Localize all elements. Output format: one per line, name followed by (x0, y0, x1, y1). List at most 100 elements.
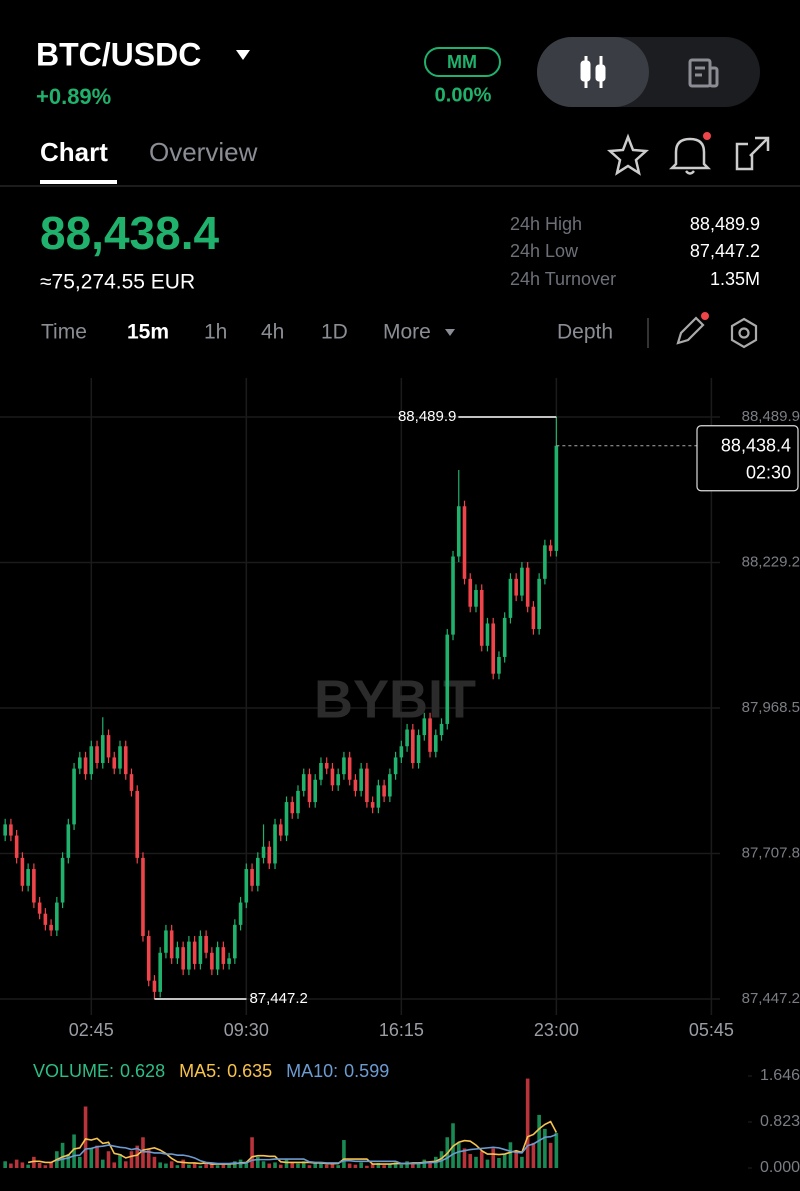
candle-body (548, 545, 553, 551)
volume-bar (261, 1161, 266, 1168)
candle-body (233, 924, 237, 959)
candle-body (485, 623, 490, 646)
volume-bar (474, 1156, 478, 1168)
candle-body (290, 802, 295, 814)
interval-active[interactable]: 15m (127, 321, 169, 344)
candle-body (55, 902, 59, 931)
candle-body (210, 952, 214, 970)
volume-bar (244, 1162, 249, 1168)
depth[interactable]: Depth (557, 321, 613, 344)
volume-bar (118, 1154, 122, 1168)
interval[interactable]: 1h (204, 321, 227, 344)
volume-bar (49, 1161, 53, 1168)
y-tick-label: 0.000 (760, 1159, 800, 1176)
candle-body (531, 606, 536, 630)
y-tick-label: 88,489.9 (742, 408, 800, 425)
candle-body (474, 589, 478, 607)
volume-bar (14, 1159, 19, 1168)
toggle-active[interactable] (537, 37, 649, 107)
candle-body (238, 902, 243, 925)
bell-icon[interactable] (668, 137, 712, 175)
volume-bar (158, 1162, 162, 1168)
candle-body (324, 763, 329, 769)
candle-body (537, 578, 541, 630)
interval[interactable]: 4h (261, 321, 284, 344)
candle-body (60, 857, 65, 903)
candle-icon (580, 56, 606, 88)
y-tick-label: 87,707.8 (742, 845, 800, 862)
candle-body (514, 578, 518, 596)
ma-line (27, 1120, 558, 1165)
mm-label[interactable]: MM (447, 52, 477, 72)
tab-chart[interactable]: Chart (40, 137, 108, 167)
candle-body (497, 656, 501, 674)
draw-icon[interactable] (676, 316, 705, 345)
volume-bar (347, 1163, 352, 1168)
chart-area[interactable]: 88,489.9 88,229.2 87,968.5 87,707.8 87,447.2… (0, 378, 800, 1176)
interval[interactable]: 1D (321, 321, 348, 344)
watermark: BYBIT (314, 669, 476, 729)
volume-bar (485, 1159, 490, 1168)
candle-body (359, 768, 363, 791)
volume-bar (313, 1162, 318, 1168)
low-label: 87,447.2 (249, 990, 307, 1007)
mm-pill[interactable] (424, 47, 501, 77)
y-tick-label: 87,968.5 (742, 699, 800, 716)
candle-body (146, 936, 151, 981)
x-tick-label: 05:45 (689, 1020, 734, 1040)
volume-bar (210, 1164, 214, 1168)
volume-bar (393, 1162, 398, 1168)
volume-bar (548, 1142, 553, 1168)
volume-bar (20, 1162, 25, 1168)
interval[interactable]: Time (41, 321, 87, 344)
interval-more[interactable]: More (383, 321, 431, 344)
volume-bar (152, 1156, 157, 1168)
volume-bar (353, 1164, 358, 1168)
pair-caret[interactable] (236, 50, 250, 60)
settings-icon[interactable] (730, 317, 758, 349)
x-tick-label: 16:15 (379, 1020, 424, 1040)
tab-overview[interactable]: Overview (149, 137, 258, 167)
candle-body (204, 936, 208, 953)
candle-body (20, 857, 25, 886)
volume-bar (284, 1159, 289, 1168)
volume-bar (428, 1162, 432, 1168)
y-tick-label: 87,447.2 (742, 990, 800, 1007)
candle-body (250, 869, 254, 886)
candle-body (164, 930, 168, 953)
candle-body (525, 567, 530, 607)
candle-body (336, 774, 340, 786)
doc-icon[interactable] (688, 58, 719, 88)
candle-body (319, 763, 323, 780)
volume-bar (307, 1165, 312, 1168)
share-icon[interactable] (735, 136, 770, 171)
volume-bar (405, 1161, 409, 1168)
pair-title[interactable]: BTC/USDC (36, 36, 201, 72)
candle-body (261, 846, 266, 858)
candle-body (301, 774, 306, 791)
candle-body (32, 869, 36, 903)
volume-bar (135, 1145, 140, 1168)
volume-bar (456, 1142, 461, 1168)
last-price: 88,438.4 (40, 207, 219, 259)
candle-body (106, 735, 111, 758)
more-caret[interactable] (445, 329, 455, 336)
candle-body (255, 857, 260, 886)
candle-body (520, 567, 524, 596)
candle-body (543, 545, 547, 579)
volume-bar (525, 1078, 530, 1168)
candle-body (66, 824, 71, 858)
volume-bar (112, 1162, 117, 1168)
volume-bar (422, 1159, 427, 1168)
star-icon[interactable] (606, 133, 650, 176)
candle-body (347, 757, 352, 780)
candle-body (462, 506, 467, 579)
candle-body (181, 947, 185, 970)
volume-bar (531, 1142, 536, 1168)
volume-bar (204, 1162, 208, 1168)
volume-bar (382, 1165, 386, 1168)
volume-bar (520, 1156, 524, 1168)
volume-bar (416, 1162, 421, 1168)
volume-bar (95, 1145, 99, 1168)
fiat-price: ≈75,274.55 EUR (40, 271, 195, 294)
